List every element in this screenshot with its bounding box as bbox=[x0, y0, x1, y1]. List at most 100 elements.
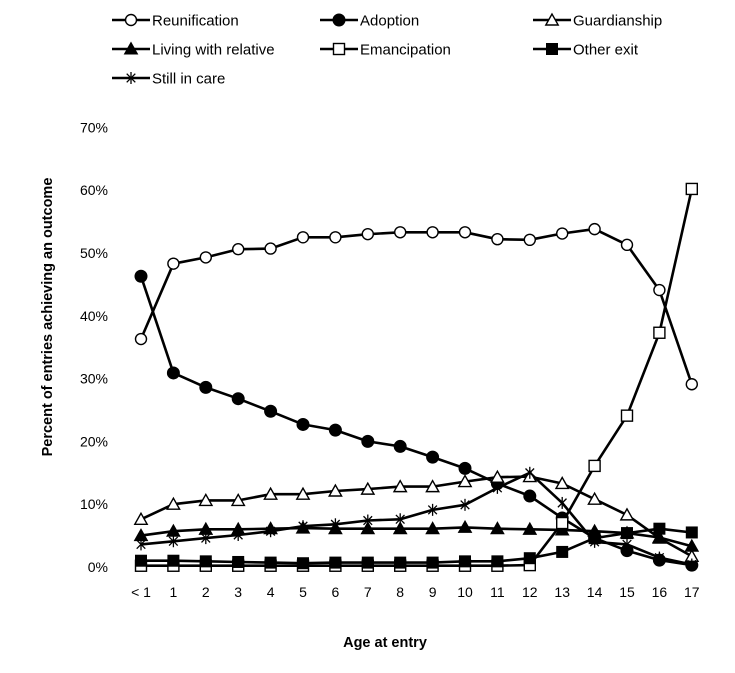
data-point-guardianship bbox=[295, 486, 311, 500]
y-tick-label: 50% bbox=[80, 245, 108, 261]
data-point-other-exit bbox=[199, 555, 212, 568]
data-point-still-in-care bbox=[363, 514, 373, 527]
data-point-other-exit bbox=[426, 556, 439, 569]
x-tick-label: 10 bbox=[457, 584, 473, 600]
data-point-adoption bbox=[166, 366, 180, 380]
data-point-reunification bbox=[685, 378, 698, 391]
data-point-reunification bbox=[231, 243, 245, 256]
data-point-adoption bbox=[523, 489, 537, 503]
data-point-guardianship bbox=[198, 493, 214, 507]
legend-entry-reunification: Reunification bbox=[112, 13, 239, 30]
data-point-guardianship bbox=[166, 496, 181, 510]
x-tick-label: 9 bbox=[429, 584, 437, 600]
y-tick-label: 20% bbox=[80, 433, 108, 449]
data-point-living-with-relative bbox=[522, 521, 538, 535]
legend-label: Emancipation bbox=[360, 42, 451, 59]
data-point-adoption bbox=[328, 423, 342, 437]
data-point-other-exit bbox=[491, 555, 504, 568]
series-markers bbox=[133, 182, 700, 572]
data-point-other-exit bbox=[685, 526, 698, 539]
legend-label: Reunification bbox=[152, 13, 239, 30]
data-point-reunification bbox=[523, 233, 536, 247]
y-tick-label: 30% bbox=[80, 371, 108, 387]
legend-marker-guardianship bbox=[544, 12, 560, 26]
data-point-reunification bbox=[588, 222, 601, 236]
data-point-guardianship bbox=[230, 493, 246, 507]
data-point-living-with-relative bbox=[457, 519, 473, 533]
data-point-guardianship bbox=[587, 491, 602, 505]
data-point-emancipation bbox=[620, 409, 634, 422]
data-point-still-in-care bbox=[525, 466, 535, 479]
data-point-still-in-care bbox=[557, 496, 567, 509]
x-tick-label: 5 bbox=[299, 584, 307, 600]
data-point-living-with-relative bbox=[490, 521, 505, 535]
legend-marker-still-in-care bbox=[126, 72, 136, 84]
legend-entry-still-in-care: Still in care bbox=[112, 71, 225, 88]
data-point-reunification bbox=[491, 232, 504, 246]
data-point-still-in-care bbox=[168, 535, 179, 548]
y-tick-label: 70% bbox=[80, 119, 108, 135]
y-axis-title: Percent of entries achieving an outcome bbox=[40, 178, 56, 457]
x-tick-label: 16 bbox=[652, 584, 668, 600]
data-point-still-in-care bbox=[622, 538, 632, 551]
legend-entry-guardianship: Guardianship bbox=[533, 13, 662, 30]
data-point-reunification bbox=[620, 238, 634, 252]
data-point-guardianship bbox=[619, 507, 635, 521]
data-point-adoption bbox=[426, 450, 440, 464]
data-point-other-exit bbox=[361, 556, 374, 569]
data-point-other-exit bbox=[556, 545, 569, 558]
data-point-living-with-relative bbox=[652, 529, 667, 543]
series-line-other-exit bbox=[141, 527, 692, 565]
legend-label: Living with relative bbox=[152, 42, 275, 59]
x-tick-label: 11 bbox=[490, 584, 505, 600]
data-point-still-in-care bbox=[298, 520, 308, 533]
x-tick-label: 13 bbox=[554, 584, 570, 600]
legend-entry-adoption: Adoption bbox=[320, 13, 419, 30]
data-point-still-in-care bbox=[265, 525, 276, 538]
data-point-adoption bbox=[393, 439, 407, 453]
data-point-still-in-care bbox=[492, 481, 503, 494]
data-point-other-exit bbox=[297, 557, 309, 570]
x-tick-label: 6 bbox=[332, 584, 340, 600]
x-tick-label: 17 bbox=[684, 584, 700, 600]
data-point-adoption bbox=[361, 434, 375, 448]
x-tick-label: 4 bbox=[267, 584, 275, 600]
data-point-adoption bbox=[134, 269, 148, 283]
legend-marker-living-with-relative bbox=[123, 41, 139, 55]
x-tick-label: 7 bbox=[364, 584, 372, 600]
data-point-emancipation bbox=[685, 182, 698, 196]
data-point-guardianship bbox=[425, 479, 440, 493]
data-point-living-with-relative bbox=[360, 521, 376, 535]
data-point-reunification bbox=[329, 231, 342, 244]
x-tick-label: 8 bbox=[396, 584, 404, 600]
series-line-emancipation bbox=[141, 188, 694, 568]
data-point-still-in-care bbox=[330, 518, 341, 531]
data-point-reunification bbox=[264, 242, 277, 255]
data-point-guardianship bbox=[328, 483, 343, 497]
data-point-still-in-care bbox=[589, 535, 600, 548]
data-point-reunification bbox=[134, 332, 148, 346]
data-point-other-exit bbox=[459, 555, 471, 568]
series-line-reunification bbox=[139, 227, 694, 385]
x-axis-ticks: < 1 1 2 3 4 5 6 7 8 9 10 11 12 13 14 15 16 17 bbox=[131, 584, 700, 600]
data-point-still-in-care bbox=[427, 503, 438, 516]
data-point-other-exit bbox=[167, 554, 180, 567]
series-line-living-with-relative bbox=[140, 526, 693, 548]
legend-label: Guardianship bbox=[573, 13, 662, 30]
data-point-guardianship bbox=[392, 479, 408, 493]
series-points-still-in-care bbox=[136, 466, 697, 571]
y-tick-label: 10% bbox=[80, 496, 108, 512]
x-tick-label: 14 bbox=[587, 584, 603, 600]
series-points-adoption bbox=[134, 269, 699, 572]
data-point-still-in-care bbox=[136, 538, 146, 551]
x-tick-label: 12 bbox=[522, 584, 538, 600]
data-point-other-exit bbox=[653, 522, 666, 535]
x-tick-label: 2 bbox=[202, 584, 210, 600]
data-point-guardianship bbox=[263, 486, 278, 500]
legend-entry-other-exit: Other exit bbox=[533, 42, 639, 59]
data-point-still-in-care bbox=[687, 558, 697, 571]
data-point-adoption bbox=[296, 417, 310, 431]
legend-marker-reunification bbox=[124, 13, 138, 27]
data-point-emancipation bbox=[653, 326, 666, 339]
